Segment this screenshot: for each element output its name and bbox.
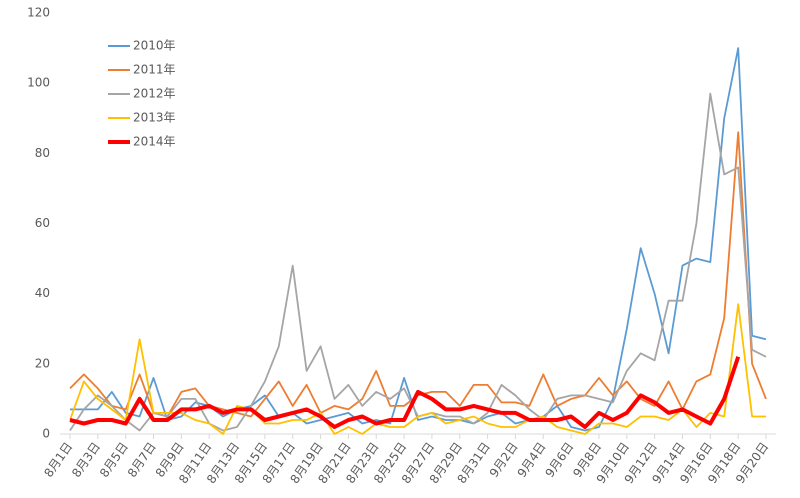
legend-label: 2010年 [133, 39, 176, 53]
y-tick-label: 60 [35, 216, 50, 230]
x-tick-label: 8月7日 [125, 440, 159, 480]
x-tick-label: 8月1日 [41, 440, 75, 480]
y-tick-label: 100 [27, 76, 50, 90]
line [69, 356, 741, 429]
y-tick-label: 20 [35, 356, 50, 370]
legend-label: 2011年 [133, 63, 176, 77]
line [70, 47, 767, 432]
x-tick-label: 9月4日 [515, 440, 549, 480]
line [69, 303, 766, 435]
legend-label: 2012年 [133, 87, 176, 101]
x-tick-label: 9月6日 [542, 440, 576, 480]
legend-label: 2014年 [133, 135, 176, 149]
y-tick-label: 40 [35, 286, 50, 300]
y-tick-label: 80 [35, 146, 50, 160]
legend-label: 2013年 [133, 111, 176, 125]
x-tick-label: 8月5日 [97, 440, 131, 480]
y-tick-label: 120 [27, 6, 50, 20]
x-tick-label: 8月3日 [69, 440, 103, 480]
line [69, 131, 767, 418]
x-tick-label: 9月2日 [487, 440, 521, 480]
y-tick-label: 0 [42, 427, 50, 441]
